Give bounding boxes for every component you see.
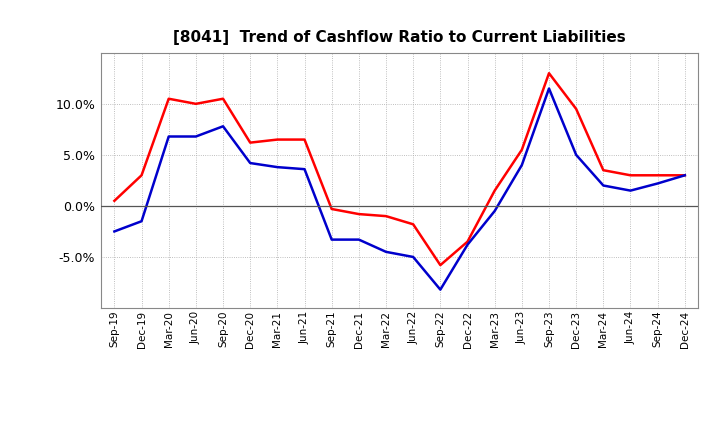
Free CF to Current Liabilities xyxy=(300,166,309,172)
Line: Free CF to Current Liabilities: Free CF to Current Liabilities xyxy=(114,88,685,290)
Operating CF to Current Liabilities xyxy=(382,213,390,219)
Operating CF to Current Liabilities xyxy=(626,172,635,178)
Line: Operating CF to Current Liabilities: Operating CF to Current Liabilities xyxy=(114,73,685,265)
Free CF to Current Liabilities xyxy=(599,183,608,188)
Operating CF to Current Liabilities xyxy=(545,70,554,76)
Free CF to Current Liabilities xyxy=(436,287,445,292)
Operating CF to Current Liabilities xyxy=(328,206,336,212)
Free CF to Current Liabilities xyxy=(490,209,499,214)
Free CF to Current Liabilities xyxy=(246,161,255,166)
Free CF to Current Liabilities xyxy=(192,134,200,139)
Operating CF to Current Liabilities xyxy=(273,137,282,142)
Free CF to Current Liabilities xyxy=(463,242,472,247)
Free CF to Current Liabilities xyxy=(382,249,390,254)
Operating CF to Current Liabilities xyxy=(110,198,119,203)
Operating CF to Current Liabilities xyxy=(164,96,173,101)
Operating CF to Current Liabilities xyxy=(518,147,526,152)
Free CF to Current Liabilities xyxy=(273,165,282,170)
Free CF to Current Liabilities xyxy=(545,86,554,91)
Title: [8041]  Trend of Cashflow Ratio to Current Liabilities: [8041] Trend of Cashflow Ratio to Curren… xyxy=(174,29,626,45)
Operating CF to Current Liabilities xyxy=(436,263,445,268)
Operating CF to Current Liabilities xyxy=(653,172,662,178)
Free CF to Current Liabilities xyxy=(164,134,173,139)
Free CF to Current Liabilities xyxy=(518,162,526,168)
Free CF to Current Liabilities xyxy=(219,124,228,129)
Operating CF to Current Liabilities xyxy=(680,172,689,178)
Operating CF to Current Liabilities xyxy=(572,106,580,112)
Operating CF to Current Liabilities xyxy=(219,96,228,101)
Free CF to Current Liabilities xyxy=(626,188,635,193)
Operating CF to Current Liabilities xyxy=(599,168,608,173)
Operating CF to Current Liabilities xyxy=(300,137,309,142)
Operating CF to Current Liabilities xyxy=(463,239,472,244)
Operating CF to Current Liabilities xyxy=(246,140,255,145)
Free CF to Current Liabilities xyxy=(409,254,418,260)
Free CF to Current Liabilities xyxy=(354,237,363,242)
Free CF to Current Liabilities xyxy=(110,229,119,234)
Operating CF to Current Liabilities xyxy=(409,222,418,227)
Operating CF to Current Liabilities xyxy=(490,188,499,193)
Free CF to Current Liabilities xyxy=(653,181,662,186)
Free CF to Current Liabilities xyxy=(680,172,689,178)
Operating CF to Current Liabilities xyxy=(354,212,363,217)
Operating CF to Current Liabilities xyxy=(192,101,200,106)
Free CF to Current Liabilities xyxy=(138,219,146,224)
Free CF to Current Liabilities xyxy=(572,152,580,158)
Operating CF to Current Liabilities xyxy=(138,172,146,178)
Free CF to Current Liabilities xyxy=(328,237,336,242)
